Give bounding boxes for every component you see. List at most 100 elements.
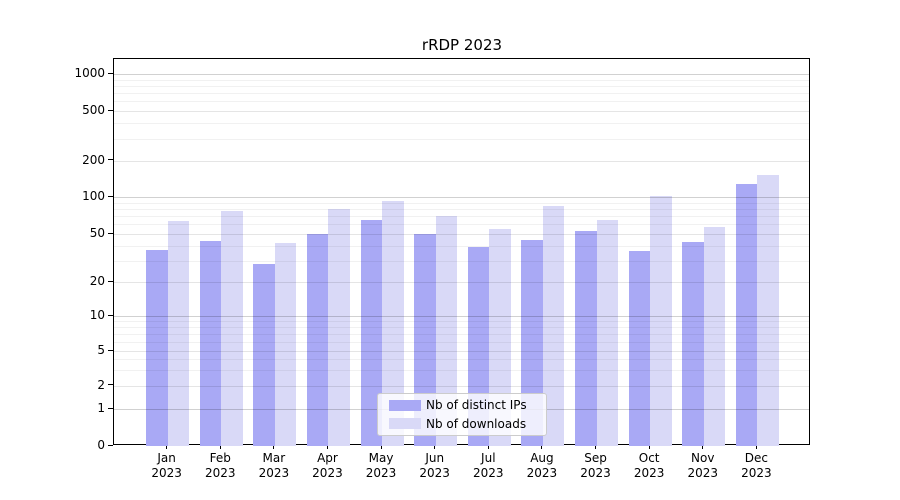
x-tick-label: Feb 2023: [204, 451, 236, 480]
bar-downloads-jan: [167, 220, 190, 446]
x-tick-mark: [273, 445, 275, 449]
grid-line: [114, 79, 809, 81]
x-tick-label: Nov 2023: [687, 451, 719, 480]
grid-line: [114, 216, 809, 218]
x-tick-mark: [541, 445, 543, 449]
y-tick-mark: [108, 444, 113, 446]
x-tick-label: Jan 2023: [151, 451, 182, 480]
y-tick-mark: [108, 314, 113, 316]
bar-downloads-sep: [596, 219, 619, 446]
x-tick-label: Mar 2023: [258, 451, 290, 480]
x-tick-mark: [755, 445, 757, 449]
y-tick-label: 1: [97, 401, 105, 415]
y-tick-label: 20: [89, 274, 105, 288]
y-tick-label: 10: [89, 308, 105, 322]
x-tick-label: May 2023: [365, 451, 397, 480]
bar-downloads-nov: [703, 227, 726, 446]
bar-distinct-ips-dec: [735, 184, 758, 446]
bar-downloads-aug: [542, 206, 565, 446]
x-tick-mark: [702, 445, 704, 449]
legend-label-downloads: Nb of downloads: [426, 416, 527, 431]
bar-distinct-ips-nov: [682, 241, 704, 446]
x-tick-mark: [166, 445, 168, 449]
bar-distinct-ips-feb: [199, 240, 222, 446]
grid-line: [114, 197, 809, 198]
x-tick-mark: [595, 445, 597, 449]
y-tick-mark: [108, 384, 113, 385]
y-tick-label: 2: [97, 377, 105, 392]
bar-distinct-ips-sep: [575, 230, 597, 446]
grid-line: [114, 74, 809, 75]
grid-line: [114, 202, 809, 204]
x-tick-mark: [487, 445, 489, 449]
grid-line: [114, 224, 809, 226]
y-tick-mark: [108, 407, 113, 409]
bar-downloads-jul: [489, 228, 511, 446]
legend-swatch-downloads: [389, 418, 421, 430]
y-tick-mark: [108, 280, 113, 282]
bar-downloads-may: [382, 200, 404, 446]
y-tick-mark: [108, 232, 113, 234]
y-tick-mark: [108, 195, 113, 197]
grid-line: [114, 160, 809, 162]
grid-line: [114, 111, 809, 112]
bar-distinct-ips-jan: [146, 249, 168, 446]
x-tick-mark: [648, 445, 650, 449]
grid-line: [114, 359, 809, 361]
legend-item-distinct-ips: Nb of distinct IPs: [389, 396, 540, 415]
plot-area: Nb of distinct IPs Nb of downloads: [113, 58, 810, 446]
y-tick-label: 200: [82, 152, 105, 167]
grid-line: [114, 123, 809, 125]
grid-line: [114, 208, 809, 210]
x-tick-mark: [326, 445, 328, 449]
y-tick-mark: [108, 72, 113, 74]
legend: Nb of distinct IPs Nb of downloads: [377, 393, 547, 436]
grid-line: [114, 341, 809, 343]
y-tick-label: 50: [89, 226, 105, 240]
x-tick-label: Oct 2023: [633, 451, 665, 480]
x-tick-label: Dec 2023: [741, 451, 772, 480]
grid-line: [114, 101, 809, 103]
bar-downloads-jun: [435, 216, 458, 446]
x-tick-label: Apr 2023: [312, 451, 343, 480]
x-tick-label: Aug 2023: [526, 451, 558, 480]
y-tick-mark: [108, 349, 113, 351]
legend-label-distinct-ips: Nb of distinct IPs: [426, 398, 527, 413]
bar-downloads-mar: [274, 243, 297, 446]
legend-item-downloads: Nb of downloads: [389, 415, 540, 434]
legend-swatch-distinct-ips: [389, 399, 421, 411]
chart-title: rRDP 2023: [421, 36, 503, 54]
gridlines-layer: [114, 59, 809, 444]
bar-downloads-apr: [328, 208, 350, 446]
grid-line: [114, 385, 809, 387]
grid-line: [114, 351, 809, 352]
grid-line: [114, 316, 809, 317]
y-tick-label: 100: [82, 189, 105, 203]
x-tick-label: Sep 2023: [580, 451, 611, 480]
y-tick-label: 500: [82, 103, 105, 117]
x-tick-mark: [219, 445, 221, 449]
y-tick-label: 0: [97, 438, 105, 452]
grid-line: [114, 245, 809, 247]
x-tick-mark: [380, 445, 382, 449]
x-tick-mark: [434, 445, 436, 449]
y-tick-label: 1000: [74, 66, 105, 80]
x-tick-label: Jul 2023: [473, 451, 504, 480]
bar-distinct-ips-apr: [306, 234, 329, 446]
grid-line: [114, 85, 809, 87]
grid-line: [114, 321, 809, 323]
grid-line: [114, 327, 809, 329]
y-tick-mark: [108, 109, 113, 111]
grid-line: [114, 334, 809, 335]
y-tick-mark: [108, 159, 113, 160]
y-tick-label: 5: [97, 343, 105, 357]
grid-line: [114, 234, 809, 235]
x-tick-label: Jun 2023: [419, 451, 450, 480]
bar-downloads-dec: [757, 174, 779, 446]
bar-distinct-ips-oct: [628, 251, 651, 446]
grid-line: [114, 282, 809, 283]
grid-line: [114, 93, 809, 95]
grid-line: [114, 370, 809, 372]
bar-distinct-ips-may: [360, 219, 383, 446]
